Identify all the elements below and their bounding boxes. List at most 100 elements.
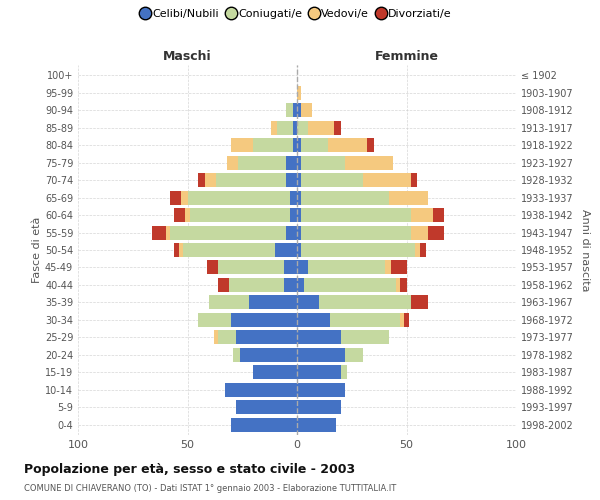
Bar bbox=[391, 260, 407, 274]
Bar bbox=[216, 173, 286, 187]
Bar bbox=[175, 208, 185, 222]
Bar bbox=[297, 296, 319, 310]
Bar bbox=[286, 226, 297, 239]
Bar bbox=[271, 121, 277, 135]
Bar bbox=[334, 121, 341, 135]
Bar bbox=[290, 190, 297, 204]
Bar bbox=[199, 173, 205, 187]
Bar bbox=[232, 138, 253, 152]
Bar bbox=[297, 313, 330, 327]
Bar bbox=[166, 226, 170, 239]
Bar bbox=[218, 260, 284, 274]
Bar bbox=[308, 260, 385, 274]
Bar bbox=[415, 243, 419, 257]
Bar bbox=[277, 121, 293, 135]
Bar bbox=[253, 365, 297, 379]
Bar bbox=[170, 226, 286, 239]
Bar bbox=[297, 330, 341, 344]
Bar bbox=[411, 173, 418, 187]
Bar bbox=[297, 260, 308, 274]
Bar bbox=[395, 278, 400, 292]
Bar bbox=[345, 348, 362, 362]
Bar bbox=[297, 104, 301, 118]
Bar bbox=[330, 313, 400, 327]
Bar bbox=[286, 173, 297, 187]
Bar bbox=[218, 278, 229, 292]
Bar bbox=[304, 278, 395, 292]
Bar bbox=[293, 104, 297, 118]
Y-axis label: Fasce di età: Fasce di età bbox=[32, 217, 42, 283]
Bar bbox=[187, 190, 290, 204]
Bar bbox=[284, 278, 297, 292]
Bar bbox=[308, 121, 334, 135]
Bar bbox=[297, 418, 337, 432]
Bar bbox=[181, 190, 187, 204]
Bar bbox=[190, 208, 290, 222]
Bar bbox=[238, 156, 286, 170]
Bar bbox=[232, 313, 297, 327]
Bar bbox=[297, 382, 345, 396]
Bar bbox=[301, 104, 313, 118]
Bar bbox=[301, 243, 415, 257]
Bar bbox=[389, 190, 428, 204]
Bar bbox=[284, 260, 297, 274]
Bar bbox=[236, 400, 297, 414]
Bar bbox=[400, 278, 407, 292]
Bar bbox=[253, 138, 293, 152]
Bar bbox=[301, 138, 328, 152]
Bar bbox=[275, 243, 297, 257]
Text: Femmine: Femmine bbox=[374, 50, 439, 64]
Bar bbox=[428, 226, 444, 239]
Bar bbox=[229, 278, 284, 292]
Bar bbox=[328, 138, 367, 152]
Bar bbox=[297, 278, 304, 292]
Y-axis label: Anni di nascita: Anni di nascita bbox=[580, 209, 590, 291]
Bar bbox=[297, 173, 301, 187]
Bar bbox=[404, 313, 409, 327]
Bar bbox=[236, 330, 297, 344]
Bar bbox=[290, 208, 297, 222]
Bar bbox=[362, 173, 411, 187]
Bar bbox=[293, 121, 297, 135]
Bar bbox=[297, 208, 301, 222]
Text: COMUNE DI CHIAVERANO (TO) - Dati ISTAT 1° gennaio 2003 - Elaborazione TUTTITALIA: COMUNE DI CHIAVERANO (TO) - Dati ISTAT 1… bbox=[24, 484, 396, 493]
Bar bbox=[214, 330, 218, 344]
Bar bbox=[367, 138, 374, 152]
Bar bbox=[293, 138, 297, 152]
Bar bbox=[411, 226, 428, 239]
Bar bbox=[225, 382, 297, 396]
Bar bbox=[411, 296, 428, 310]
Bar bbox=[199, 313, 232, 327]
Bar bbox=[411, 208, 433, 222]
Bar bbox=[286, 156, 297, 170]
Bar bbox=[419, 243, 426, 257]
Bar bbox=[319, 296, 411, 310]
Bar bbox=[183, 243, 275, 257]
Bar bbox=[218, 330, 236, 344]
Bar bbox=[185, 208, 190, 222]
Bar bbox=[249, 296, 297, 310]
Bar bbox=[297, 86, 301, 100]
Bar bbox=[297, 156, 301, 170]
Bar bbox=[240, 348, 297, 362]
Bar bbox=[400, 313, 404, 327]
Bar bbox=[301, 226, 411, 239]
Legend: Celibi/Nubili, Coniugati/e, Vedovi/e, Divorziati/e: Celibi/Nubili, Coniugati/e, Vedovi/e, Di… bbox=[138, 4, 456, 24]
Bar bbox=[207, 260, 218, 274]
Bar bbox=[301, 156, 345, 170]
Bar bbox=[301, 190, 389, 204]
Bar bbox=[297, 365, 341, 379]
Bar bbox=[345, 156, 394, 170]
Bar bbox=[205, 173, 216, 187]
Bar bbox=[297, 138, 301, 152]
Bar bbox=[297, 400, 341, 414]
Bar bbox=[209, 296, 249, 310]
Text: Popolazione per età, sesso e stato civile - 2003: Popolazione per età, sesso e stato civil… bbox=[24, 462, 355, 475]
Bar bbox=[433, 208, 444, 222]
Text: Maschi: Maschi bbox=[163, 50, 212, 64]
Bar bbox=[175, 243, 179, 257]
Bar bbox=[286, 104, 293, 118]
Bar bbox=[297, 121, 308, 135]
Bar bbox=[297, 190, 301, 204]
Bar bbox=[233, 348, 240, 362]
